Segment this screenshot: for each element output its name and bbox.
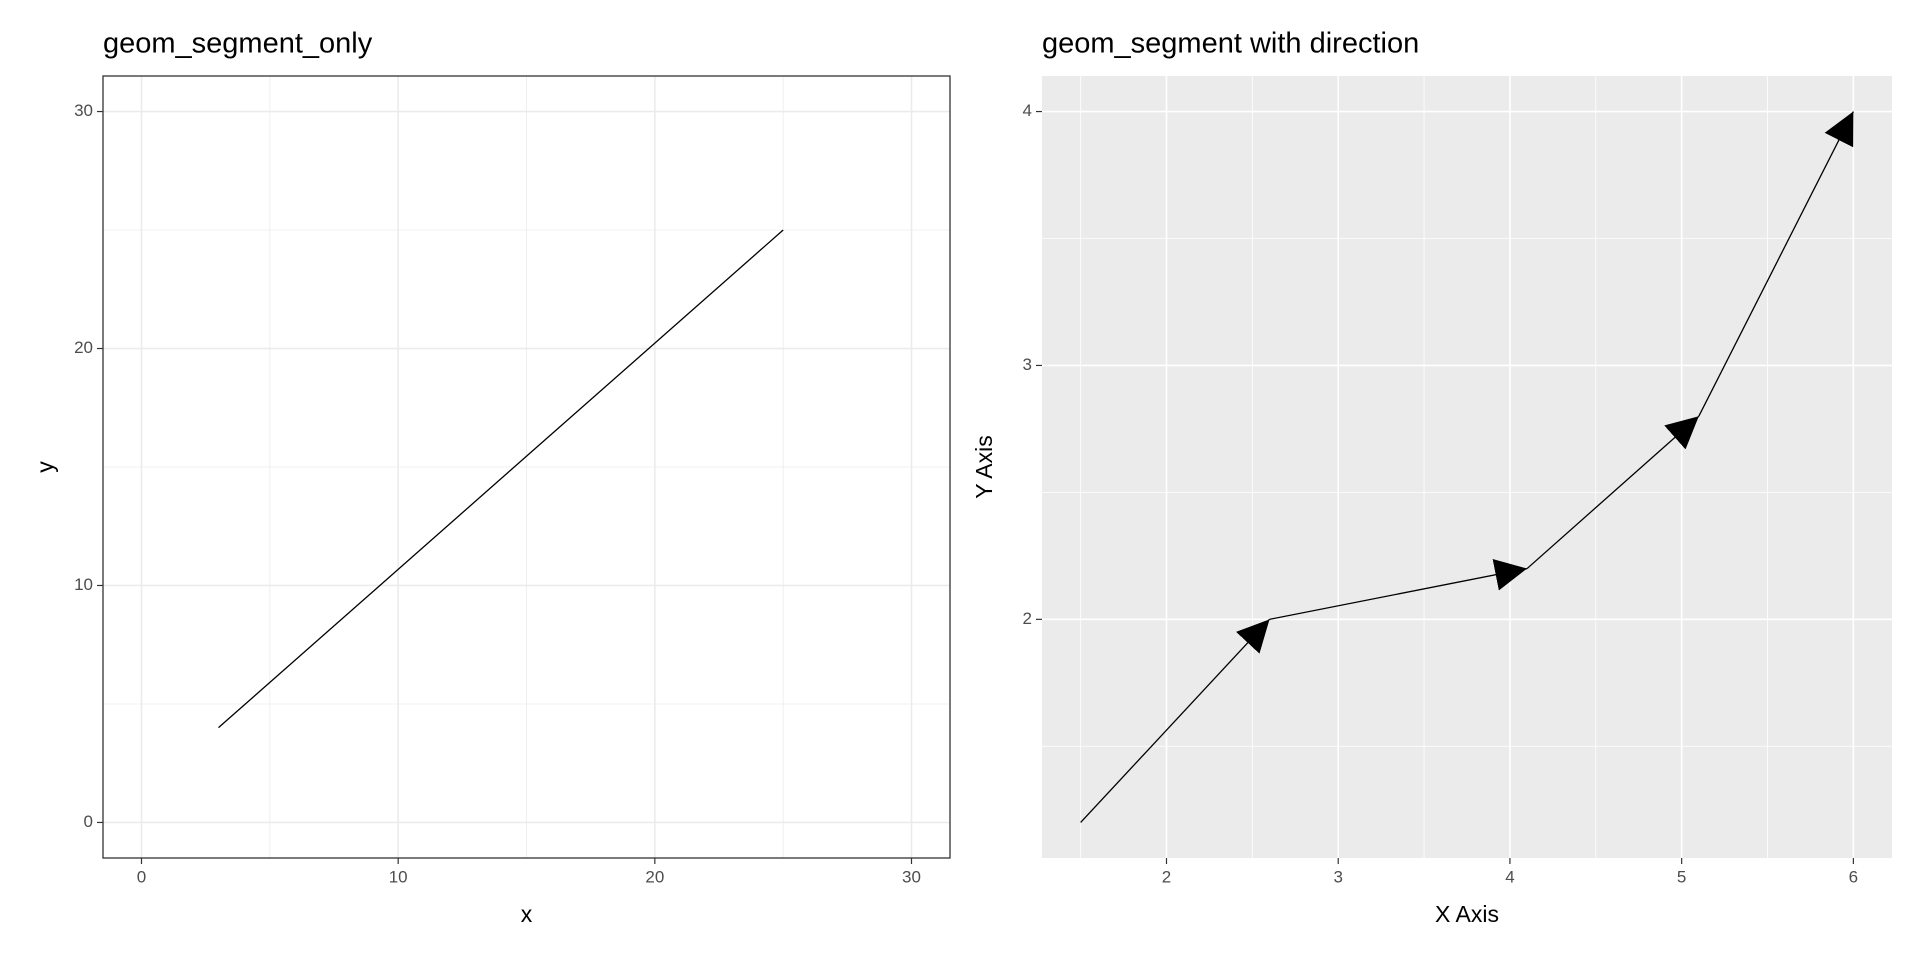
y-tick-label: 3 [1023, 355, 1032, 374]
y-axis-title: y [32, 461, 58, 473]
x-axis-title: x [521, 901, 533, 927]
y-tick-label: 2 [1023, 609, 1032, 628]
x-tick-label: 0 [137, 867, 146, 886]
chart-title: geom_segment with direction [1042, 28, 1419, 60]
y-tick-label: 20 [74, 338, 93, 357]
x-tick-label: 20 [645, 867, 664, 886]
segment [1526, 415, 1700, 570]
x-tick-label: 2 [1162, 867, 1171, 886]
segment [1269, 559, 1528, 620]
plot-background [1042, 76, 1892, 858]
y-axis-title: Y Axis [971, 435, 997, 499]
x-tick-label: 10 [389, 867, 408, 886]
x-tick-label: 3 [1333, 867, 1342, 886]
x-axis-title: X Axis [1435, 901, 1499, 927]
segment [218, 229, 784, 729]
segment [1698, 111, 1854, 417]
x-tick-label: 5 [1677, 867, 1686, 886]
y-tick-label: 4 [1023, 101, 1032, 120]
y-tick-label: 30 [74, 101, 93, 120]
x-tick-label: 30 [902, 867, 921, 886]
y-tick-label: 10 [74, 575, 93, 594]
segment [1080, 618, 1271, 823]
plot-border [102, 75, 951, 859]
y-tick-label: 0 [84, 812, 93, 831]
chart-title: geom_segment_only [103, 28, 373, 60]
x-tick-label: 6 [1849, 867, 1858, 886]
x-tick-label: 4 [1505, 867, 1514, 886]
